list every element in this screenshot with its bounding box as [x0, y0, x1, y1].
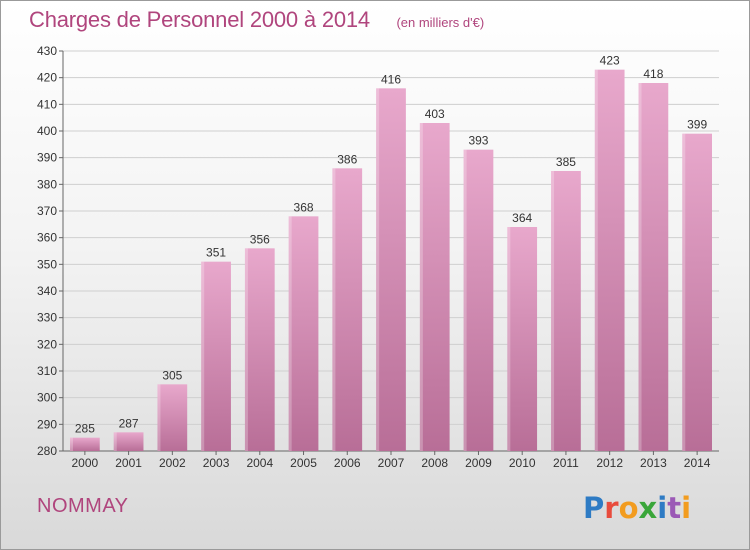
bar-highlight [288, 216, 292, 451]
bar-value-label: 305 [162, 368, 182, 382]
logo-letter: i [657, 491, 668, 525]
bar-highlight [551, 171, 555, 451]
bar-value-label: 418 [643, 67, 663, 81]
bar-highlight [419, 123, 423, 451]
bar-value-label: 368 [294, 200, 314, 214]
y-tick-label: 330 [37, 311, 57, 325]
x-tick-label: 2000 [72, 456, 99, 470]
x-tick-label: 2013 [640, 456, 667, 470]
y-tick-label: 430 [37, 44, 57, 58]
x-tick-label: 2012 [596, 456, 623, 470]
x-tick-label: 2001 [115, 456, 142, 470]
y-tick-label: 400 [37, 124, 57, 138]
bar-value-label: 399 [687, 118, 707, 132]
y-tick-label: 310 [37, 364, 57, 378]
bar [288, 216, 319, 451]
bar [594, 69, 625, 452]
bar-value-label: 285 [75, 422, 95, 436]
logo-letter: x [638, 491, 658, 525]
bar-highlight [594, 69, 598, 452]
bar [638, 83, 669, 451]
bar-value-label: 385 [556, 155, 576, 169]
chart-title-row: Charges de Personnel 2000 à 2014 (en mil… [29, 7, 484, 33]
y-tick-label: 370 [37, 204, 57, 218]
logo-letter: o [618, 491, 639, 525]
chart-title: Charges de Personnel 2000 à 2014 [29, 7, 370, 32]
logo-letter: r [604, 491, 619, 525]
bar-value-label: 364 [512, 211, 532, 225]
bar-highlight [463, 149, 467, 451]
bar-value-label: 386 [337, 152, 357, 166]
bar-highlight [201, 261, 205, 451]
logo-letter: i [681, 491, 692, 525]
bar [157, 384, 188, 451]
proxiti-logo: Proxiti [583, 491, 691, 525]
chart-subtitle: (en milliers d'€) [396, 15, 485, 30]
y-tick-label: 390 [37, 151, 57, 165]
bar [244, 248, 275, 451]
y-tick-label: 350 [37, 257, 57, 271]
x-tick-label: 2002 [159, 456, 186, 470]
bar-highlight [69, 437, 73, 451]
bar-value-label: 356 [250, 232, 270, 246]
bar [113, 432, 144, 451]
bar [69, 437, 100, 451]
bar [463, 149, 494, 451]
bar-value-label: 416 [381, 72, 401, 86]
y-tick-label: 280 [37, 444, 57, 458]
y-tick-label: 380 [37, 177, 57, 191]
x-tick-label: 2014 [684, 456, 711, 470]
bar [332, 168, 363, 452]
x-tick-label: 2009 [465, 456, 492, 470]
bar-value-label: 351 [206, 246, 226, 260]
commune-name: NOMMAY [37, 495, 129, 517]
bar-highlight [157, 384, 161, 451]
x-tick-label: 2004 [246, 456, 273, 470]
bar-value-label: 287 [119, 416, 139, 430]
bar-highlight [638, 83, 642, 451]
y-tick-label: 420 [37, 71, 57, 85]
y-tick-label: 410 [37, 97, 57, 111]
x-tick-label: 2011 [553, 456, 579, 470]
bar-highlight [376, 88, 380, 451]
bar [419, 123, 450, 451]
bar [507, 227, 538, 451]
y-tick-label: 320 [37, 337, 57, 351]
y-tick-label: 360 [37, 231, 57, 245]
x-tick-label: 2010 [509, 456, 536, 470]
bar-value-label: 423 [600, 54, 620, 68]
y-tick-label: 290 [37, 417, 57, 431]
x-tick-label: 2007 [378, 456, 405, 470]
y-tick-label: 340 [37, 284, 57, 298]
bar [551, 171, 581, 451]
bar-value-label: 393 [468, 134, 488, 148]
x-tick-label: 2005 [290, 456, 317, 470]
bar-highlight [113, 432, 117, 451]
bar [682, 133, 713, 451]
bar-value-label: 403 [425, 107, 445, 121]
bar-highlight [332, 168, 336, 452]
bar [201, 261, 231, 451]
x-tick-label: 2003 [203, 456, 230, 470]
logo-letter: t [667, 491, 682, 525]
bar-highlight [507, 227, 511, 451]
x-tick-label: 2006 [334, 456, 361, 470]
y-tick-label: 300 [37, 391, 57, 405]
bar-highlight [682, 133, 686, 451]
logo-letter: P [583, 491, 605, 525]
bar-highlight [244, 248, 248, 451]
bar [376, 88, 406, 451]
x-tick-label: 2008 [421, 456, 448, 470]
